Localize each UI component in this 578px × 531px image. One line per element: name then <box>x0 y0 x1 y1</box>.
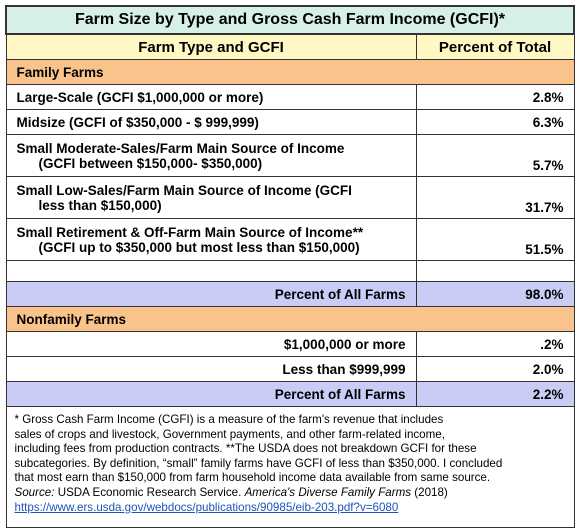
source-link[interactable]: https://www.ers.usda.gov/webdocs/publica… <box>14 500 399 514</box>
row-label-line2: (GCFI up to $350,000 but most less than … <box>38 239 360 255</box>
total-label: Percent of All Farms <box>5 381 417 407</box>
footnote-line: subcategories. By definition, “small” fa… <box>14 456 503 470</box>
row-label-line1: Small Moderate-Sales/Farm Main Source of… <box>16 140 345 156</box>
source-title: America's Diverse Family Farms <box>244 485 412 499</box>
footnote-row: * Gross Cash Farm Income (CGFI) is a mea… <box>5 406 575 528</box>
section-row-family: Family Farms <box>5 59 575 85</box>
total-value: 2.2% <box>415 381 575 407</box>
table-row: $1,000,000 or more .2% <box>5 331 575 357</box>
farm-size-table: Farm Size by Type and Gross Cash Farm In… <box>5 5 575 528</box>
footnote-line: including fees from production contracts… <box>14 442 477 456</box>
section-label-family: Family Farms <box>5 59 575 85</box>
row-label: $1,000,000 or more <box>5 331 417 357</box>
row-label: Large-Scale (GCFI $1,000,000 or more) <box>5 84 417 110</box>
blank-cell <box>5 260 417 282</box>
table-row: Midsize (GCFI of $350,000 - $ 999,999) 6… <box>5 109 575 135</box>
row-label: Less than $999,999 <box>5 356 417 382</box>
source-line: Source: USDA Economic Research Service. … <box>15 486 566 501</box>
table-row: Small Retirement & Off-Farm Main Source … <box>5 218 575 261</box>
table-row: Large-Scale (GCFI $1,000,000 or more) 2.… <box>5 84 575 110</box>
row-label-text: Large-Scale (GCFI $1,000,000 or more) <box>16 89 264 105</box>
row-value: .2% <box>415 331 575 357</box>
source-label: Source: <box>14 485 55 499</box>
footnote: * Gross Cash Farm Income (CGFI) is a mea… <box>5 406 575 528</box>
column-header-percent: Percent of Total <box>415 33 575 60</box>
row-value: 5.7% <box>415 134 575 177</box>
header-row: Farm Type and GCFI Percent of Total <box>5 33 575 60</box>
total-label: Percent of All Farms <box>5 281 417 307</box>
row-label-text: Midsize (GCFI of $350,000 - $ 999,999) <box>16 114 259 130</box>
blank-cell <box>415 260 575 282</box>
row-value: 2.8% <box>415 84 575 110</box>
source-text: USDA Economic Research Service. <box>54 485 245 499</box>
title-row: Farm Size by Type and Gross Cash Farm In… <box>5 5 575 35</box>
source-year: (2018) <box>411 485 448 499</box>
row-value: 2.0% <box>415 356 575 382</box>
column-header-farm-type: Farm Type and GCFI <box>5 33 417 60</box>
total-row-nonfamily: Percent of All Farms 2.2% <box>5 381 575 407</box>
table-title: Farm Size by Type and Gross Cash Farm In… <box>5 5 575 35</box>
footnote-line: that most earn than $150,000 from farm h… <box>14 471 491 485</box>
row-label-line1: Small Low-Sales/Farm Main Source of Inco… <box>16 182 352 198</box>
row-value: 6.3% <box>415 109 575 135</box>
footnote-line: * Gross Cash Farm Income (CGFI) is a mea… <box>14 413 444 426</box>
table-row: Less than $999,999 2.0% <box>5 356 575 382</box>
row-label: Midsize (GCFI of $350,000 - $ 999,999) <box>5 109 417 135</box>
section-row-nonfamily: Nonfamily Farms <box>5 306 575 332</box>
row-label: Small Retirement & Off-Farm Main Source … <box>5 218 417 261</box>
row-label-line1: Small Retirement & Off-Farm Main Source … <box>16 224 364 240</box>
row-label-line2: less than $150,000) <box>38 197 162 213</box>
table-row: Small Low-Sales/Farm Main Source of Inco… <box>5 176 575 219</box>
table-row: Small Moderate-Sales/Farm Main Source of… <box>5 134 575 177</box>
row-value: 51.5% <box>415 218 575 261</box>
row-label: Small Low-Sales/Farm Main Source of Inco… <box>5 176 417 219</box>
row-value: 31.7% <box>415 176 575 219</box>
footnote-line: sales of crops and livestock, Government… <box>14 427 445 441</box>
blank-row <box>5 260 575 282</box>
section-label-nonfamily: Nonfamily Farms <box>5 306 575 332</box>
row-label: Small Moderate-Sales/Farm Main Source of… <box>5 134 417 177</box>
total-row-family: Percent of All Farms 98.0% <box>5 281 575 307</box>
row-label-line2: (GCFI between $150,000- $350,000) <box>38 155 263 171</box>
total-value: 98.0% <box>415 281 575 307</box>
